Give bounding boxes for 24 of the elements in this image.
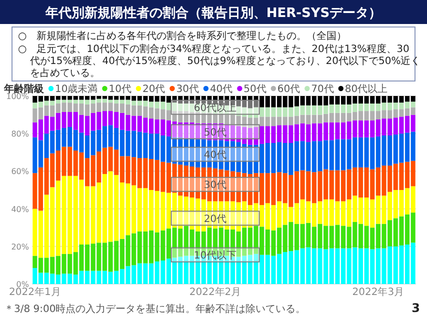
legend-label: 60代 xyxy=(277,84,300,95)
annotation: 60代以上 xyxy=(194,102,237,114)
legend-title: 年齢階級 xyxy=(3,83,45,95)
y-tick-label: 60% xyxy=(11,167,30,176)
y-tick-label: 0% xyxy=(16,280,30,289)
label: 60代以上 xyxy=(170,100,260,115)
y-tick-label: 80% xyxy=(11,130,30,139)
text: 3 xyxy=(412,301,420,315)
legend-label: 30代 xyxy=(176,84,199,95)
y-tick-label: 20% xyxy=(11,242,30,252)
chart-title: 年代別新規陽性者の割合（報告日別、HER-SYSデータ） xyxy=(44,5,382,21)
legend-label: 70代 xyxy=(311,84,334,95)
text: ＊3/8 9:00時点の入力データを基に算出。年齢不詳は除いている。 xyxy=(4,303,306,315)
legend-label: 20代 xyxy=(142,84,166,95)
y-tick-label: 40% xyxy=(11,204,30,214)
legend-label: 80代以上 xyxy=(344,83,388,95)
legend-label: 50代 xyxy=(244,84,266,95)
x-tick-label: 2022年2月 xyxy=(189,286,242,298)
legend-label: 10歳未満 xyxy=(55,83,98,95)
legend-label: 40代 xyxy=(210,84,233,95)
x-tick-label: 2022年1月 xyxy=(9,286,61,298)
legend-label: 10代 xyxy=(108,84,132,95)
y-tick-label: 100% xyxy=(6,92,30,101)
x-tick-label: 2022年3月 xyxy=(352,286,404,298)
